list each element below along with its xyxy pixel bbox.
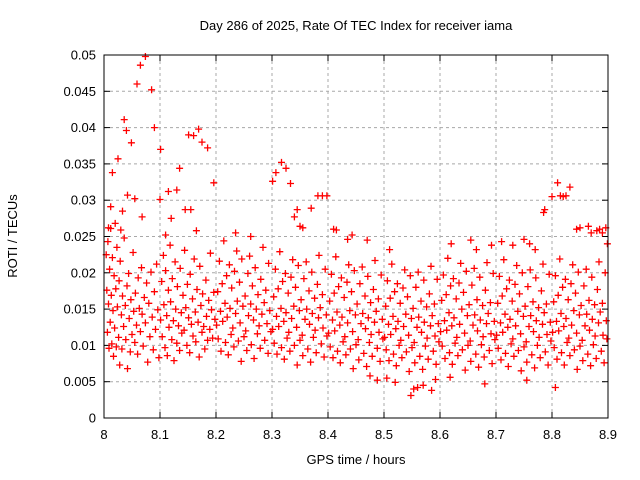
y-tick-label: 0.035 (63, 156, 96, 171)
y-tick-label: 0.04 (71, 120, 96, 135)
y-tick-label: 0.02 (71, 265, 96, 280)
y-tick-label: 0.025 (63, 229, 96, 244)
x-tick-label: 8.9 (599, 427, 617, 442)
x-tick-label: 8.6 (431, 427, 449, 442)
y-tick-label: 0.045 (63, 84, 96, 99)
scatter-points (102, 53, 611, 399)
chart-title: Day 286 of 2025, Rate Of TEC Index for r… (200, 18, 513, 33)
tick-labels: 8 8.1 8.2 8.3 8.4 8.5 8.6 8.7 8.8 8.9 0 0.005 0.01 0.… (63, 48, 617, 443)
y-tick-label: 0.01 (71, 338, 96, 353)
x-tick-label: 8.1 (151, 427, 169, 442)
y-tick-label: 0.015 (63, 302, 96, 317)
x-tick-label: 8.8 (543, 427, 561, 442)
y-tick-label: 0.03 (71, 193, 96, 208)
x-tick-label: 8.5 (375, 427, 393, 442)
y-axis-label: ROTI / TECUs (5, 194, 20, 278)
x-tick-label: 8.2 (207, 427, 225, 442)
y-tick-label: 0 (89, 411, 96, 426)
y-tick-label: 0.005 (63, 374, 96, 389)
x-tick-label: 8.4 (319, 427, 337, 442)
x-tick-label: 8.7 (487, 427, 505, 442)
x-tick-label: 8.3 (263, 427, 281, 442)
plot-frame (103, 54, 609, 419)
y-tick-label: 0.05 (71, 48, 96, 63)
x-tick-label: 8 (100, 427, 107, 442)
x-axis-label: GPS time / hours (307, 452, 406, 467)
